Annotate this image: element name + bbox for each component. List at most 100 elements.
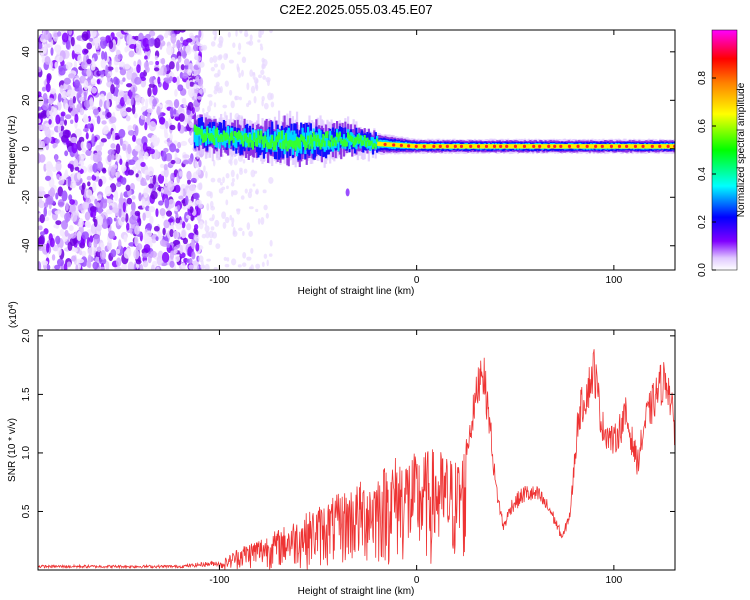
spectrogram-noise-cell <box>69 199 76 205</box>
spectrogram-noise-cell <box>55 138 60 144</box>
spectrogram-noise-cell <box>43 30 51 41</box>
spectrogram-noise-cell <box>226 257 230 262</box>
spectrogram-noise-cell <box>159 124 167 130</box>
spectrogram-noise-cell <box>125 213 129 224</box>
spectrogram-noise-cell <box>135 173 139 178</box>
spectrogram-noise-cell <box>134 225 140 235</box>
spectrogram-noise-cell <box>70 136 78 144</box>
spectrogram-noise-cell <box>39 231 46 236</box>
spectrogram-noise-cell <box>230 190 234 197</box>
spectrogram-trace-cell <box>231 131 234 140</box>
colorbar-tick-label: 0.6 <box>697 119 708 133</box>
spectrogram-noise-cell <box>141 115 146 120</box>
spectrogram-noise-cell <box>150 250 157 258</box>
spectrogram-trace-cell <box>261 136 264 145</box>
spectrogram-noise-cell <box>78 185 83 191</box>
spectrogram-noise-cell <box>50 47 54 56</box>
spectrogram-noise-cell <box>48 97 54 105</box>
spectrogram-trace-core <box>614 144 617 149</box>
spectrogram-trace-cell <box>239 135 242 145</box>
spectrogram-noise-cell <box>254 170 258 174</box>
spectrogram-trace-cell <box>204 134 208 141</box>
spectrogram-noise-cell <box>202 44 208 51</box>
spectrogram-trace-core <box>379 141 383 147</box>
spectrogram-trace-core <box>551 144 554 149</box>
spectrogram-peak-dot <box>453 144 457 148</box>
spectrogram-noise-cell <box>43 216 50 222</box>
spectrogram-peak-dot <box>399 143 403 148</box>
spectrogram-noise-cell <box>244 33 249 37</box>
spectrogram-noise-cell <box>167 218 174 223</box>
spectrogram-peak-dot <box>532 144 536 148</box>
spectrogram-noise-cell <box>254 81 258 90</box>
spectrogram-noise-cell <box>223 256 228 261</box>
spectrogram-noise-cell <box>86 42 93 50</box>
spectrogram-noise-cell <box>83 79 89 91</box>
spectrogram-trace-core <box>450 144 453 149</box>
spectrogram-trace-cell <box>364 140 368 148</box>
spectrogram-noise-cell <box>269 30 273 34</box>
spectrogram-noise-cell <box>147 254 152 264</box>
spectrogram-trace-cell <box>312 135 315 160</box>
spectrogram-trace-cell <box>348 136 351 149</box>
spectrogram-noise-cell <box>44 127 51 137</box>
spectrogram-noise-cell <box>241 56 247 64</box>
spectrogram-trace-core <box>653 144 656 149</box>
spectrogram-noise-cell <box>196 96 203 100</box>
spectrogram-noise-cell <box>127 143 132 155</box>
spectrogram-trace-core <box>442 144 445 149</box>
spectrogram-noise-cell <box>107 149 115 156</box>
spectrogram-noise-cell <box>122 77 126 82</box>
spectrogram-noise-cell <box>175 61 180 72</box>
spectrogram-noise-cell <box>87 247 95 256</box>
spectrogram-noise-cell <box>87 181 91 187</box>
spectrogram-peak-dot <box>538 144 542 148</box>
spectrogram-noise-cell <box>222 104 228 109</box>
spectrogram-noise-cell <box>209 217 215 222</box>
spectrogram-noise-cell <box>177 84 184 92</box>
spectrogram-trace-cell <box>272 141 275 151</box>
spectrogram-trace-cell <box>352 141 355 148</box>
spectrogram-trace-core <box>646 144 649 149</box>
spectrogram-noise-cell <box>115 152 120 163</box>
spectrogram-noise-cell <box>156 266 160 270</box>
spectrogram-noise-cell <box>74 166 80 171</box>
spectrogram-noise-cell <box>72 96 76 104</box>
spectrogram-trace-core <box>656 144 659 149</box>
spectrogram-noise-cell <box>159 207 166 217</box>
spectrogram-trace-cell <box>345 141 348 147</box>
spectrogram-noise-cell <box>230 100 235 109</box>
spectrogram-noise-cell <box>212 30 218 36</box>
spectrogram-trace-cell <box>334 140 337 147</box>
spectrogram-noise-cell <box>170 33 177 44</box>
spectrogram-trace-cell <box>207 133 210 139</box>
spectrogram-trace-core <box>457 144 460 149</box>
spectrogram-peak-dot <box>438 144 442 148</box>
spectrogram-noise-cell <box>82 115 89 124</box>
spectrogram-trace-core <box>451 144 454 149</box>
spectrogram-peak-dot <box>513 144 518 148</box>
spectrogram-noise-cell <box>134 94 142 103</box>
spectrogram-noise-cell <box>75 264 79 270</box>
spectrogram-noise-cell <box>217 177 222 183</box>
spectrogram-noise-cell <box>175 217 181 224</box>
spectrogram-noise-cell <box>222 176 225 184</box>
spectrogram-noise-cell <box>98 178 103 187</box>
spectrogram-noise-cell <box>239 30 243 34</box>
spectrogram-noise-cell <box>108 230 116 240</box>
spectrogram-trace-cell <box>335 132 339 138</box>
spectrogram-noise-cell <box>93 218 98 228</box>
spectrogram-noise-cell <box>127 261 135 270</box>
spectrogram-noise-cell <box>128 159 136 166</box>
spectrogram-trace-core <box>649 144 652 149</box>
spectrogram-trace-cell <box>257 132 260 158</box>
spectrogram-trace-cell <box>327 140 330 147</box>
spectrogram-noise-cell <box>233 158 238 166</box>
spectrogram-noise-cell <box>250 264 254 270</box>
spectrogram-noise-cell <box>96 78 101 85</box>
spectrogram-trace-cell <box>260 130 263 139</box>
spectrogram-noise-cell <box>182 154 190 159</box>
spectrogram-trace-core <box>564 144 568 149</box>
spectrogram-noise-cell <box>131 195 136 200</box>
spectrogram-noise-cell <box>268 176 274 184</box>
